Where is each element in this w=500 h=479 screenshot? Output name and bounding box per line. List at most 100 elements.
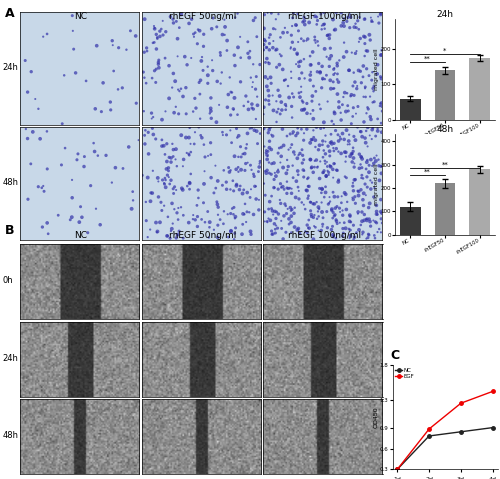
Point [319, 153, 327, 161]
Point [314, 163, 322, 171]
Point [334, 90, 342, 98]
Point [165, 154, 173, 161]
Point [99, 79, 107, 87]
Point [282, 106, 290, 114]
Point [289, 128, 297, 136]
Point [318, 22, 326, 30]
Point [186, 124, 194, 132]
Point [318, 185, 326, 193]
Point [360, 217, 368, 224]
Point [366, 200, 374, 207]
Point [367, 156, 375, 163]
Point [296, 75, 304, 82]
Point [350, 196, 358, 204]
Point [260, 46, 268, 54]
Point [300, 17, 308, 25]
Point [376, 102, 384, 110]
NC [490, 425, 496, 431]
Point [240, 186, 248, 194]
Point [338, 101, 346, 109]
Point [191, 128, 199, 136]
Point [373, 70, 381, 78]
Point [248, 166, 256, 174]
Point [377, 119, 385, 127]
Point [329, 188, 337, 196]
Point [122, 46, 130, 54]
Point [294, 10, 302, 18]
Point [269, 211, 277, 218]
Point [254, 140, 262, 148]
Point [214, 201, 222, 208]
Point [376, 10, 384, 18]
Point [309, 106, 317, 114]
Point [370, 160, 378, 167]
Text: NC: NC [74, 230, 88, 240]
Point [358, 164, 366, 171]
Point [170, 190, 177, 197]
Point [196, 115, 204, 123]
Point [230, 187, 237, 194]
Point [370, 184, 378, 192]
Point [184, 182, 192, 190]
Point [128, 205, 136, 213]
Point [290, 209, 298, 217]
Point [358, 208, 366, 216]
Point [294, 167, 302, 175]
Point [174, 53, 182, 60]
Point [284, 184, 292, 192]
Point [92, 205, 100, 213]
Point [360, 118, 368, 126]
Point [344, 107, 352, 115]
Point [140, 74, 148, 81]
Point [329, 231, 337, 239]
Point [156, 27, 164, 35]
Legend: NC, EGF: NC, EGF [396, 368, 414, 379]
Point [169, 15, 177, 23]
Point [374, 127, 382, 135]
Point [328, 140, 336, 148]
Point [301, 21, 309, 28]
Point [252, 85, 260, 93]
Point [226, 185, 234, 193]
Point [358, 79, 366, 87]
Point [112, 164, 120, 171]
Point [368, 99, 376, 106]
Point [268, 131, 276, 138]
Bar [400, 206, 420, 235]
Point [200, 180, 208, 188]
Point [224, 103, 232, 111]
Point [148, 114, 156, 122]
Point [278, 225, 285, 232]
Point [332, 8, 340, 16]
Point [320, 21, 328, 28]
Point [326, 163, 334, 171]
Point [294, 27, 302, 34]
Point [340, 22, 348, 30]
Point [236, 78, 244, 86]
Point [288, 14, 296, 22]
Point [350, 154, 358, 162]
Point [162, 107, 170, 115]
Point [72, 69, 80, 77]
Point [114, 86, 122, 93]
Point [264, 218, 272, 226]
Point [308, 136, 316, 144]
Point [362, 93, 370, 101]
Point [360, 33, 368, 40]
Point [231, 13, 239, 21]
Point [249, 79, 257, 86]
Point [189, 211, 197, 219]
Point [303, 221, 311, 229]
Point [349, 82, 357, 90]
Point [328, 223, 336, 230]
Point [348, 194, 356, 202]
Point [39, 33, 47, 41]
Point [368, 179, 376, 186]
Point [182, 110, 190, 118]
Point [200, 199, 207, 206]
Point [169, 153, 177, 160]
Point [362, 215, 370, 223]
Point [248, 104, 256, 112]
Point [352, 20, 360, 27]
Point [152, 45, 160, 53]
